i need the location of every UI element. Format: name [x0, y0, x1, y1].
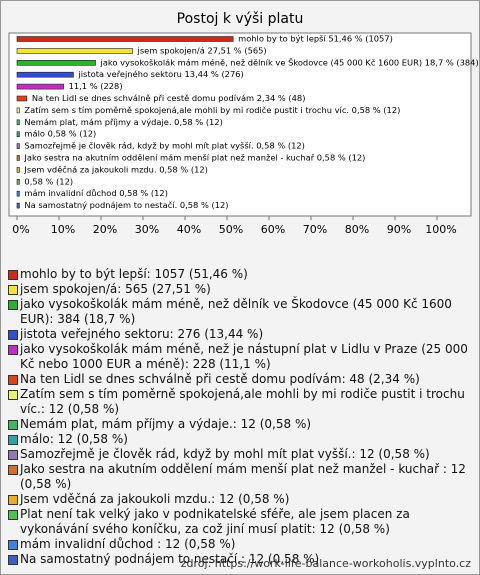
- value-label: jistota veřejného sektoru 13,44 % (276): [77, 69, 243, 79]
- legend-swatch: [8, 330, 18, 340]
- legend-item: Nemám plat, mám příjmy a výdaje.: 12 (0,…: [7, 417, 469, 432]
- bar: [16, 36, 234, 42]
- legend-label: mám invalidní důchod : 12 (0,58 %): [20, 537, 236, 551]
- legend-swatch: [8, 540, 18, 550]
- legend-item: jistota veřejného sektoru: 276 (13,44 %): [7, 327, 469, 342]
- x-tick-label: 30%: [135, 223, 159, 236]
- bar: [16, 179, 20, 185]
- bar: [16, 143, 20, 149]
- x-tick-label: 40%: [177, 223, 201, 236]
- bar: [16, 190, 20, 197]
- legend-label: mohlo by to být lepší: 1057 (51,46 %): [20, 267, 248, 281]
- bar: [16, 59, 96, 66]
- bar: [16, 83, 64, 90]
- value-label: mohlo by to být lepší 51,46 % (1057): [238, 34, 393, 44]
- bar: [16, 202, 20, 209]
- legend-item: Na ten Lidl se dnes schválně při cestě d…: [7, 372, 469, 387]
- legend-item: Zatím sem s tím poměrně spokojená,ale mo…: [7, 387, 469, 417]
- x-tick-label: 10%: [51, 223, 75, 236]
- legend-swatch: [8, 300, 18, 310]
- legend-label: Na ten Lidl se dnes schválně při cestě d…: [20, 372, 420, 386]
- legend-swatch: [8, 270, 18, 280]
- bar: [16, 95, 28, 102]
- legend-label: Jako sestra na akutním oddělení mám menš…: [20, 462, 466, 491]
- legend-item: Samozřejmě je člověk rád, když by mohl m…: [7, 447, 469, 462]
- legend-swatch: [8, 435, 18, 445]
- value-label: 11,1 % (228): [69, 81, 123, 91]
- legend-label: Na samostatný podnájem to nestačí.: 12 (…: [20, 552, 320, 566]
- x-tick-label: 60%: [261, 223, 285, 236]
- x-tick-label: 50%: [219, 223, 243, 236]
- legend-item: Jako sestra na akutním oddělení mám menš…: [7, 462, 469, 492]
- legend-label: málo: 12 (0,58 %): [20, 432, 128, 446]
- legend-swatch: [8, 510, 18, 520]
- bar: [16, 107, 20, 114]
- legend-label: Nemám plat, mám příjmy a výdaje.: 12 (0,…: [20, 417, 312, 431]
- legend-item: mám invalidní důchod : 12 (0,58 %): [7, 537, 469, 552]
- bar: [16, 71, 74, 78]
- source: zdroj: https://work-life-balance-workoho…: [180, 557, 471, 570]
- legend-item: jako vysokoškolák mám méně, než dělník v…: [7, 297, 469, 327]
- legend-label: jsem spokojen/á: 565 (27,51 %): [20, 282, 211, 296]
- legend: mohlo by to být lepší: 1057 (51,46 %) jse…: [7, 267, 469, 567]
- chart: Postoj k výši platu 0% 10% 20% 30% 40% 50% 60%…: [8, 11, 479, 236]
- x-tick-label: 90%: [387, 223, 411, 236]
- x-tick-label: 70%: [303, 223, 327, 236]
- legend-label: jako vysokoškolák mám méně, než je nástu…: [20, 342, 468, 371]
- legend-swatch: [8, 465, 18, 475]
- value-label: jako vysokoškolák mám méně, než dělník v…: [100, 56, 479, 67]
- legend-item: Plat není tak velký jako v podnikatelské…: [7, 507, 469, 537]
- legend-swatch: [8, 375, 18, 385]
- value-label: Na samostatný podnájem to nestačí. 0,58 …: [24, 200, 228, 210]
- chart-title: Postoj k výši platu: [177, 11, 304, 27]
- legend-swatch: [8, 345, 18, 355]
- bar: [16, 131, 20, 137]
- legend-label: jako vysokoškolák mám méně, než dělník v…: [20, 297, 452, 326]
- legend-item: Na samostatný podnájem to nestačí.: 12 (…: [7, 552, 469, 567]
- bar: [16, 167, 20, 173]
- legend-label: Samozřejmě je člověk rád, když by mohl m…: [20, 447, 430, 461]
- legend-label: Zatím sem s tím poměrně spokojená,ale mo…: [20, 387, 465, 416]
- legend-swatch: [8, 495, 18, 505]
- legend-swatch: [8, 420, 18, 430]
- value-label: Zatím sem s tím poměrně spokojená,ale mo…: [24, 105, 400, 115]
- x-tick-label: 100%: [425, 223, 456, 236]
- legend-label: jistota veřejného sektoru: 276 (13,44 %): [20, 327, 264, 341]
- bar: [16, 119, 20, 126]
- x-tick-label: 0%: [12, 223, 29, 236]
- bar: [16, 155, 20, 161]
- x-tick-label: 80%: [345, 223, 369, 236]
- legend-item: mohlo by to být lepší: 1057 (51,46 %): [7, 267, 469, 282]
- legend-swatch: [8, 450, 18, 460]
- legend-swatch: [8, 285, 18, 295]
- legend-label: Jsem vděčná za jakoukoli mzdu.: 12 (0,58…: [20, 492, 290, 506]
- value-label: mám invalidní důchod 0,58 % (12): [24, 188, 168, 198]
- value-label: Nemám plat, mám příjmy a výdaje. 0,58 % …: [24, 117, 222, 127]
- value-label: Samozřejmě je člověk rád, když by mohl m…: [24, 141, 305, 151]
- bar: [16, 48, 133, 54]
- value-label: jsem spokojen/á 27,51 % (565): [137, 45, 267, 55]
- x-tick-label: 20%: [93, 223, 117, 236]
- value-label: 0,58 % (12): [24, 176, 73, 186]
- legend-item: jsem spokojen/á: 565 (27,51 %): [7, 282, 469, 297]
- legend-item: Jsem vděčná za jakoukoli mzdu.: 12 (0,58…: [7, 492, 469, 507]
- legend-swatch: [8, 390, 18, 400]
- value-label: Jsem vděčná za jakoukoli mzdu. 0,58 % (1…: [23, 164, 207, 174]
- value-label: málo 0,58 % (12): [24, 129, 96, 139]
- legend-swatch: [8, 555, 18, 565]
- value-label: Na ten Lidl se dnes schválně při cestě d…: [32, 93, 306, 103]
- legend-item: jako vysokoškolák mám méně, než je nástu…: [7, 342, 469, 372]
- value-label: Jako sestra na akutním oddělení mám menš…: [23, 153, 365, 163]
- legend-label: Plat není tak velký jako v podnikatelské…: [20, 507, 410, 536]
- legend-item: málo: 12 (0,58 %): [7, 432, 469, 447]
